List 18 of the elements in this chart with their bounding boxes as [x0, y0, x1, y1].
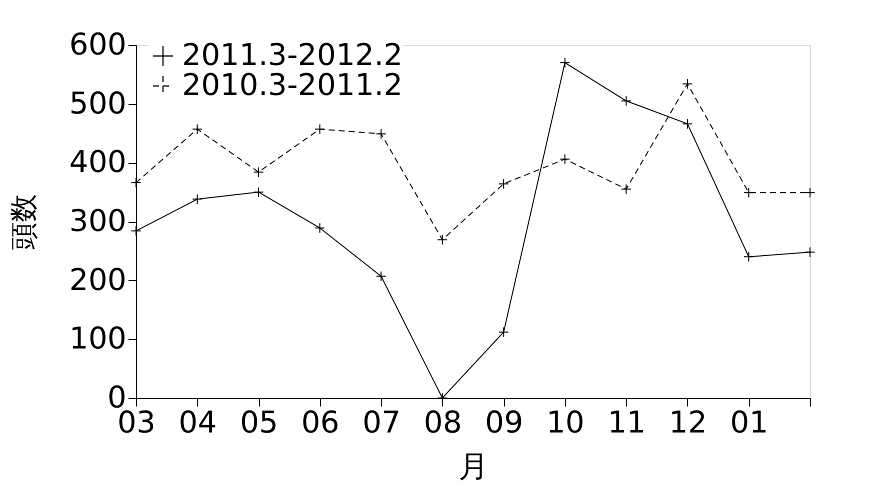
x-tick-label: 08 [424, 406, 462, 440]
x-tick-label: 07 [362, 406, 401, 440]
x-tick-label: 01 [730, 406, 768, 440]
x-tick-label: 05 [240, 406, 278, 440]
y-tick-label: 600 [69, 28, 126, 62]
y-tick-label: 500 [69, 86, 126, 122]
x-tick-label: 04 [178, 406, 217, 440]
x-tick-label: 10 [546, 406, 585, 440]
x-tick-label: 09 [485, 406, 524, 440]
y-tick-label: 400 [69, 145, 126, 180]
y-axis-title: 頭数 [7, 194, 40, 250]
x-axis-title: 月 [458, 450, 488, 484]
y-tick-label: 100 [69, 322, 126, 357]
x-tick-label: 12 [668, 406, 708, 440]
y-tick-label: 200 [69, 262, 126, 298]
y-tick-label: 300 [69, 204, 126, 239]
x-tick-label: 06 [301, 406, 340, 440]
x-tick-label: 11 [608, 406, 646, 440]
